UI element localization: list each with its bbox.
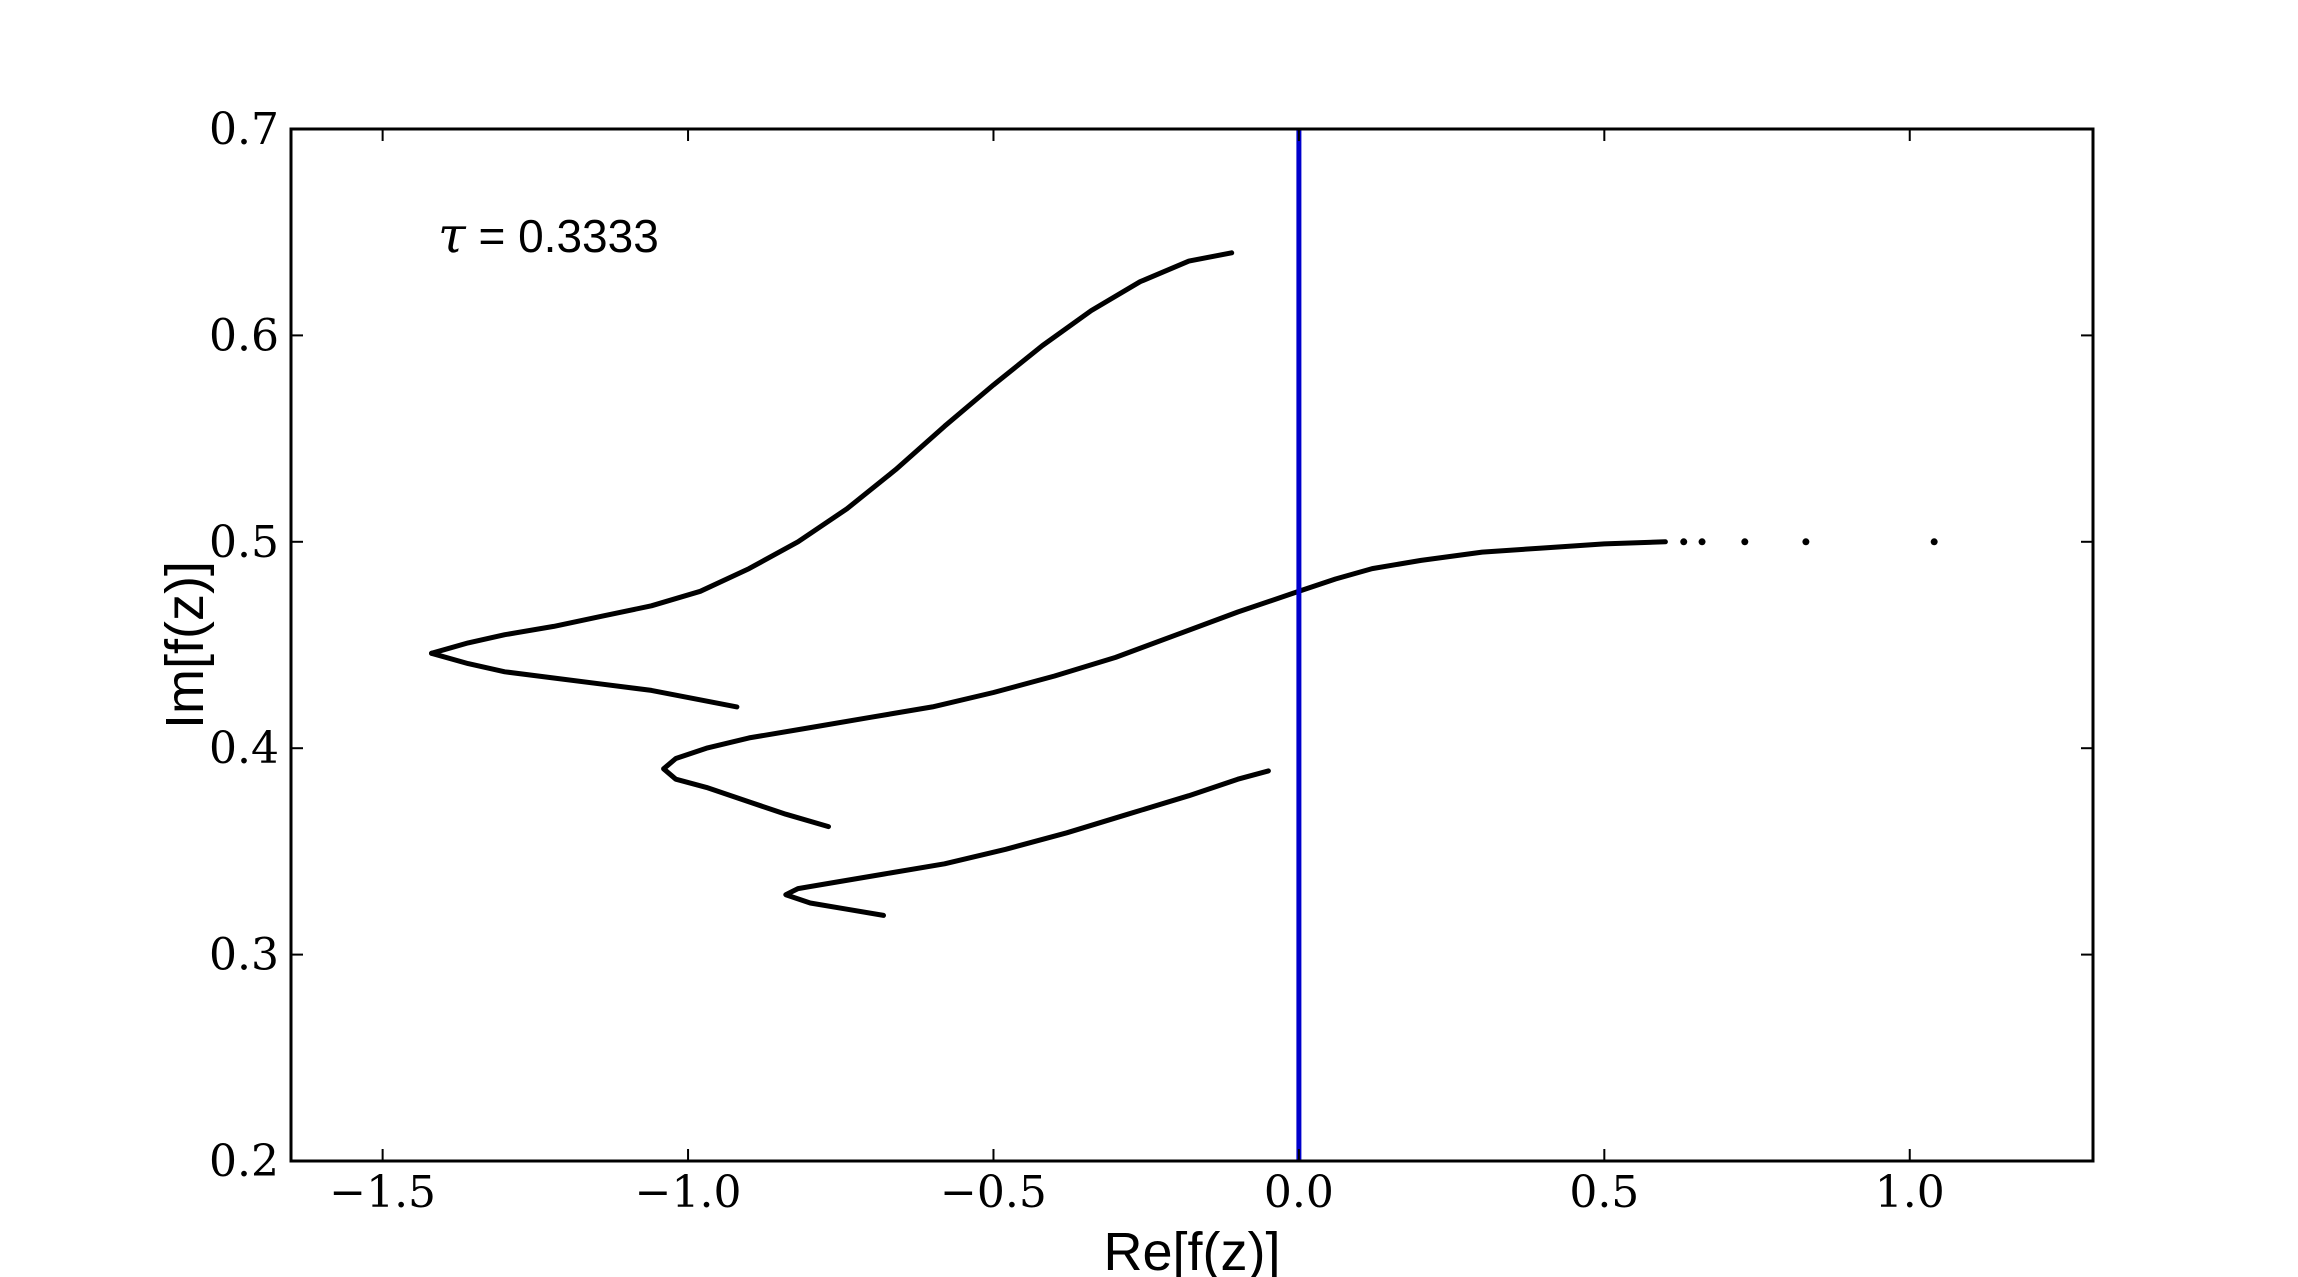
series-5-point-3 [1741, 538, 1749, 546]
ticks-layer: −1.5 −1.0 −0.5 0.0 0.5 1.0 0.2 0.3 0.4 0.5 0.6 0.7 [209, 104, 2093, 1218]
x-tick-label-2: −1.0 [635, 1167, 742, 1218]
y-tick-label-2: 0.3 [209, 930, 279, 981]
x-tick-label-6: 1.0 [1875, 1167, 1945, 1218]
tau-symbol: τ [438, 206, 467, 264]
tau-annotation: τ = 0.3333 [438, 206, 659, 264]
series-3-curve [661, 539, 1668, 830]
series-5-point-1 [1680, 538, 1688, 546]
tau-value: = 0.3333 [466, 210, 659, 262]
series-5-point-2 [1698, 538, 1706, 546]
x-tick-label-4: 0.0 [1264, 1167, 1334, 1218]
series-5-point-5 [1930, 538, 1938, 546]
y-tick-label-4: 0.5 [209, 517, 279, 568]
x-tick-label-3: −0.5 [940, 1167, 1047, 1218]
series-1-curve [429, 250, 1235, 656]
series-5-point-4 [1802, 538, 1810, 546]
series-2-curve [429, 650, 740, 710]
plot-frame [289, 127, 2095, 1163]
series-4-curve [783, 768, 1271, 918]
x-tick-label-5: 0.5 [1569, 1167, 1639, 1218]
y-tick-label-5: 0.6 [209, 310, 279, 361]
y-tick-label-3: 0.4 [209, 723, 279, 774]
series-layer [429, 250, 1938, 918]
y-tick-label-6: 0.7 [209, 104, 279, 155]
x-axis-label: Re[f(z)] [1103, 1222, 1280, 1277]
y-axis-label: Im[f(z)] [155, 561, 215, 729]
y-tick-label-1: 0.2 [209, 1136, 279, 1187]
x-tick-label-1: −1.5 [329, 1167, 436, 1218]
